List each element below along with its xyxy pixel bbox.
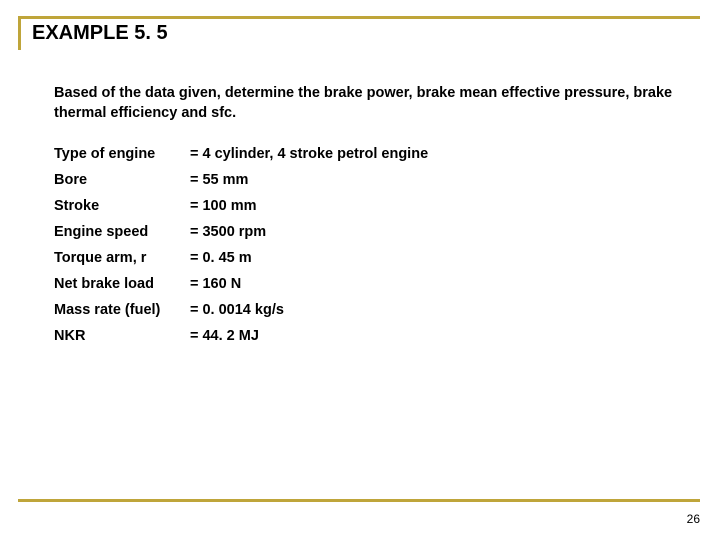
- table-row: Net brake load = 160 N: [54, 271, 428, 297]
- spec-value: = 160 N: [190, 271, 428, 297]
- spec-label: Engine speed: [54, 219, 190, 245]
- title-left-rule: [18, 16, 21, 50]
- spec-value: = 44. 2 MJ: [190, 323, 428, 349]
- spec-value: = 55 mm: [190, 167, 428, 193]
- slide-title: EXAMPLE 5. 5: [32, 22, 174, 45]
- spec-label: Type of engine: [54, 141, 190, 167]
- title-bar: EXAMPLE 5. 5: [18, 16, 700, 50]
- table-row: NKR = 44. 2 MJ: [54, 323, 428, 349]
- spec-value: = 0. 0014 kg/s: [190, 297, 428, 323]
- spec-label: Mass rate (fuel): [54, 297, 190, 323]
- bottom-rule: [18, 499, 700, 502]
- table-row: Engine speed = 3500 rpm: [54, 219, 428, 245]
- slide-frame: EXAMPLE 5. 5 Based of the data given, de…: [18, 16, 700, 488]
- spec-value: = 100 mm: [190, 193, 428, 219]
- title-top-rule: [18, 16, 700, 19]
- table-row: Torque arm, r = 0. 45 m: [54, 245, 428, 271]
- spec-value: = 4 cylinder, 4 stroke petrol engine: [190, 141, 428, 167]
- table-row: Bore = 55 mm: [54, 167, 428, 193]
- spec-label: Stroke: [54, 193, 190, 219]
- spec-label: Torque arm, r: [54, 245, 190, 271]
- spec-label: Bore: [54, 167, 190, 193]
- intro-paragraph: Based of the data given, determine the b…: [54, 84, 674, 123]
- content-area: Based of the data given, determine the b…: [54, 84, 674, 349]
- table-row: Type of engine = 4 cylinder, 4 stroke pe…: [54, 141, 428, 167]
- table-row: Mass rate (fuel) = 0. 0014 kg/s: [54, 297, 428, 323]
- spec-label: Net brake load: [54, 271, 190, 297]
- page-number: 26: [687, 512, 700, 526]
- spec-table: Type of engine = 4 cylinder, 4 stroke pe…: [54, 141, 428, 349]
- spec-label: NKR: [54, 323, 190, 349]
- spec-value: = 0. 45 m: [190, 245, 428, 271]
- table-row: Stroke = 100 mm: [54, 193, 428, 219]
- spec-value: = 3500 rpm: [190, 219, 428, 245]
